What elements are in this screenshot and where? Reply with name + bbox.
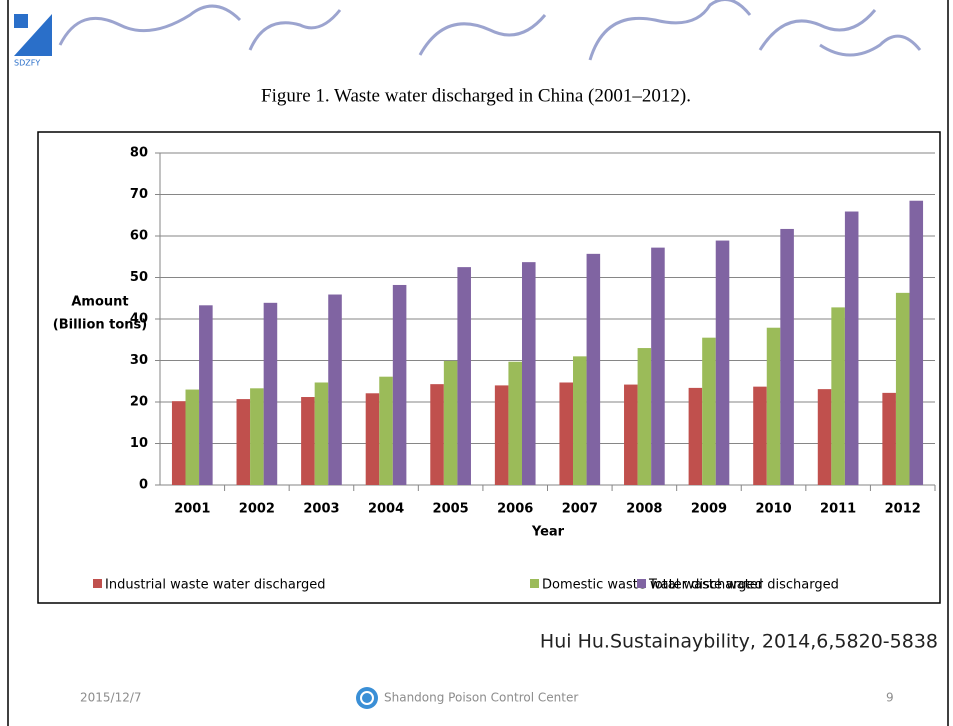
legend-swatch	[530, 579, 539, 588]
y-tick-label: 20	[130, 395, 148, 410]
bar	[909, 200, 924, 485]
y-tick-label: 80	[130, 146, 148, 161]
x-tick-label: 2012	[885, 502, 921, 517]
chart-title: Figure 1. Waste water discharged in Chin…	[261, 85, 691, 106]
x-axis-label: Year	[531, 525, 565, 540]
bar	[199, 305, 213, 485]
floral-border	[58, 0, 922, 61]
bar	[651, 247, 665, 485]
bar	[263, 302, 278, 485]
bar	[780, 228, 794, 485]
logo-mark	[14, 14, 28, 28]
bar	[430, 384, 444, 485]
y-tick-label: 0	[139, 478, 148, 493]
bar	[624, 384, 638, 485]
bar	[753, 386, 767, 485]
bar	[365, 393, 380, 485]
x-tick-label: 2006	[497, 502, 533, 517]
x-tick-label: 2007	[562, 502, 598, 517]
bar	[314, 382, 329, 485]
bar	[688, 387, 703, 485]
bar	[559, 382, 574, 485]
bar	[328, 294, 342, 485]
y-tick-label: 40	[130, 312, 148, 327]
bar	[573, 356, 587, 485]
x-tick-label: 2010	[755, 502, 791, 517]
citation: Hui Hu.Sustainaybility, 2014,6,5820-5838	[540, 631, 938, 653]
bar	[301, 397, 315, 485]
bar	[817, 389, 832, 485]
footer-date: 2015/12/7	[80, 691, 142, 705]
bar	[715, 240, 730, 485]
bar	[185, 389, 200, 485]
bar	[379, 376, 393, 485]
bar	[508, 361, 522, 485]
center-logo	[360, 691, 374, 705]
bar	[586, 253, 601, 485]
bar	[392, 284, 407, 485]
y-axis-label: Amount	[71, 295, 128, 310]
x-tick-label: 2001	[174, 502, 210, 517]
bar	[443, 360, 458, 485]
legend-label: Industrial waste water discharged	[105, 578, 325, 593]
bar	[882, 392, 896, 485]
plot: 0 10 20 30 40 50 60 70 80 2001 2002 2003 2004 2005 200…	[93, 146, 936, 593]
x-tick-label: 2002	[239, 502, 275, 517]
center-logo	[356, 687, 378, 709]
bar	[494, 385, 509, 485]
logo-text: SDZFY	[14, 59, 40, 68]
logo-mark	[14, 14, 52, 56]
bar	[457, 267, 471, 485]
x-tick-label: 2005	[433, 502, 469, 517]
bar	[236, 399, 251, 485]
bar	[702, 337, 716, 485]
x-tick-label: 2008	[626, 502, 662, 517]
footer-page: 9	[886, 691, 894, 705]
legend-label: Domestic waste water discharged	[542, 578, 763, 593]
y-tick-label: 70	[130, 187, 148, 202]
chart-frame	[37, 131, 941, 604]
bar	[831, 307, 845, 485]
x-tick-label: 2004	[368, 502, 404, 517]
y-tick-label: 30	[130, 353, 148, 368]
y-tick-label: 60	[130, 229, 148, 244]
legend-swatch	[93, 579, 102, 588]
x-tick-label: 2009	[691, 502, 727, 517]
bar	[895, 292, 910, 485]
bar	[521, 262, 536, 485]
y-axis-label: (Billion tons)	[53, 318, 147, 333]
legend-label: Total waste water discharged	[648, 578, 839, 593]
bar	[844, 211, 859, 485]
bar	[250, 388, 264, 485]
x-tick-label: 2011	[820, 502, 856, 517]
legend-swatch	[637, 579, 646, 588]
x-tick-label: 2003	[303, 502, 339, 517]
y-tick-label: 10	[130, 436, 148, 451]
bar	[766, 327, 781, 485]
bar	[171, 401, 186, 485]
bar	[637, 348, 652, 485]
footer-center: Shandong Poison Control Center	[384, 691, 578, 705]
y-tick-label: 50	[130, 270, 148, 285]
